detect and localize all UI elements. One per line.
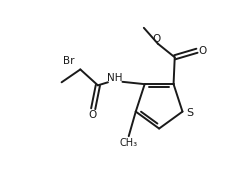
Text: CH₃: CH₃ (120, 138, 138, 148)
Text: O: O (89, 110, 97, 120)
Text: Br: Br (63, 56, 74, 66)
Text: O: O (153, 34, 161, 44)
Text: S: S (186, 108, 193, 119)
Text: NH: NH (106, 73, 122, 83)
Text: O: O (198, 46, 206, 56)
